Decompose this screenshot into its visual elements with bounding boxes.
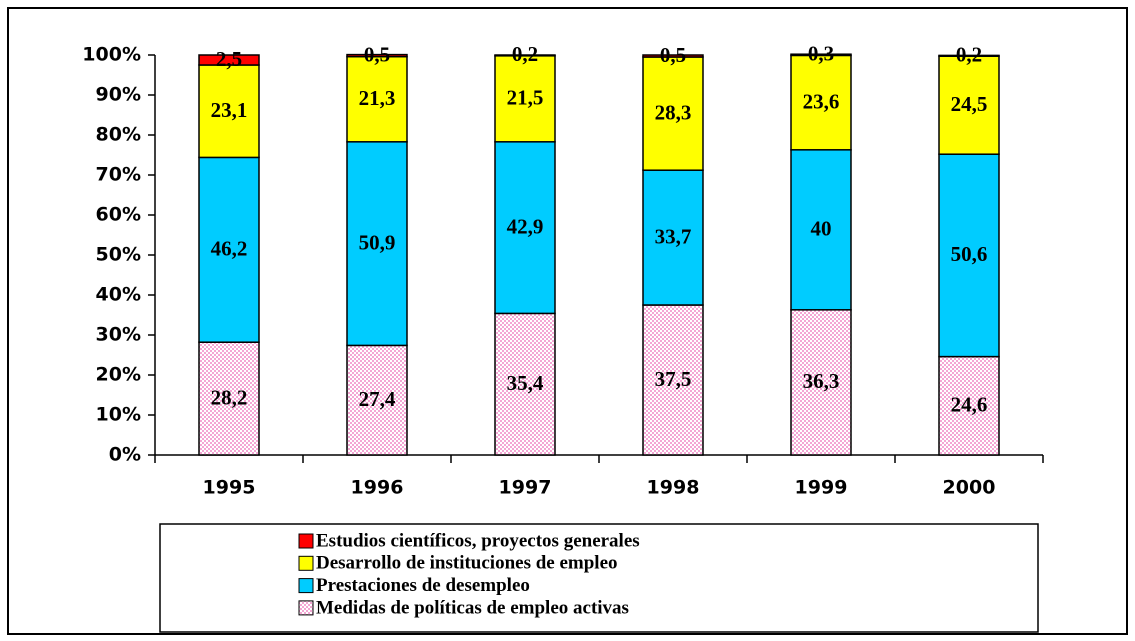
bar-segment	[346, 55, 408, 143]
x-tick-label: 2000	[943, 477, 996, 499]
data-label: 0,2	[956, 43, 982, 67]
data-label: 2,5	[216, 47, 242, 71]
data-label: 46,2	[211, 237, 248, 261]
bar-segment	[790, 309, 852, 456]
data-label: 35,4	[507, 371, 544, 395]
data-label: 24,6	[951, 393, 988, 417]
bar-segment	[494, 141, 556, 315]
y-tick-label: 60%	[96, 204, 141, 226]
bar-segment	[346, 344, 408, 456]
data-label: 0,5	[364, 42, 390, 66]
data-label: 0,3	[808, 42, 834, 66]
data-label: 50,6	[951, 242, 988, 266]
data-label: 27,4	[359, 387, 396, 411]
data-label: 0,2	[512, 42, 538, 66]
bar-segment	[790, 54, 852, 151]
legend-label: Prestaciones de desempleo	[316, 575, 530, 596]
y-tick-label: 40%	[96, 284, 141, 306]
bar-segment	[642, 304, 704, 456]
bar-segment	[938, 54, 1000, 57]
frame	[7, 7, 1128, 635]
legend-swatch	[298, 578, 314, 594]
y-tick-label: 0%	[109, 444, 141, 466]
data-label: 23,6	[803, 89, 840, 113]
bar-segment	[790, 149, 852, 311]
data-label: 33,7	[655, 224, 692, 248]
bar-segment	[642, 54, 704, 58]
y-tick-label: 90%	[96, 84, 141, 106]
bar-segment	[198, 64, 260, 159]
data-label: 23,1	[211, 98, 248, 122]
y-tick-label: 80%	[96, 124, 141, 146]
legend-swatch	[298, 600, 314, 616]
bar-segment	[198, 54, 260, 66]
bar-segment	[494, 55, 556, 143]
bar-segment	[198, 156, 260, 343]
data-label: 28,2	[211, 385, 248, 409]
x-tick-label: 1995	[203, 477, 256, 499]
data-label: 42,9	[507, 214, 544, 238]
data-label: 40	[811, 217, 832, 241]
data-label: 50,9	[359, 230, 396, 254]
data-label: 24,5	[951, 92, 988, 116]
x-tick-label: 1997	[499, 477, 552, 499]
legend-label: Estudios científicos, proyectos generale…	[316, 530, 640, 551]
legend-label: Desarrollo de instituciones de empleo	[316, 553, 618, 574]
data-label: 36,3	[803, 369, 840, 393]
bar-segment	[346, 141, 408, 347]
x-tick-label: 1996	[351, 477, 404, 499]
data-label: 0,5	[660, 43, 686, 67]
x-tick-label: 1998	[647, 477, 700, 499]
y-tick-label: 70%	[96, 164, 141, 186]
y-tick-label: 10%	[96, 404, 141, 426]
bar-segment	[494, 312, 556, 456]
bar-segment	[938, 55, 1000, 155]
legend-label: Medidas de políticas de empleo activas	[316, 597, 629, 618]
y-tick-label: 20%	[96, 364, 141, 386]
y-tick-label: 50%	[96, 244, 141, 266]
data-label: 37,5	[655, 367, 692, 391]
legend-swatch	[298, 533, 314, 549]
bar-segment	[642, 169, 704, 306]
bar-segment	[494, 54, 556, 57]
y-tick-label: 100%	[82, 44, 141, 66]
legend-swatch	[298, 555, 314, 571]
bar-segment	[198, 341, 260, 456]
y-tick-label: 30%	[96, 324, 141, 346]
data-label: 21,5	[507, 86, 544, 110]
x-tick-label: 1999	[795, 477, 848, 499]
bar-segment	[790, 53, 852, 57]
bar-segment	[938, 153, 1000, 358]
bar-segment	[642, 56, 704, 171]
bar-segment	[346, 53, 408, 58]
data-label: 28,3	[655, 100, 692, 124]
data-label: 21,3	[359, 86, 396, 110]
